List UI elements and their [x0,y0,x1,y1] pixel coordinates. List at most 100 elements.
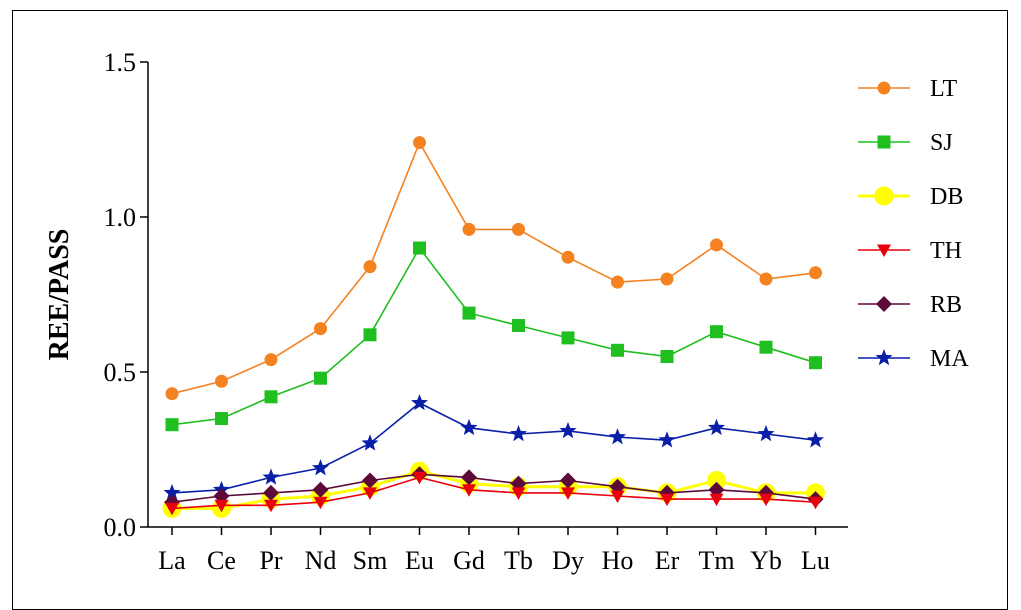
y-tick-label: 1.5 [104,48,137,77]
legend-entry-db: DB [858,184,963,210]
data-point-th [759,493,773,507]
x-tick-label: Pr [259,546,282,575]
data-point-sj [264,390,278,404]
data-point-lt [314,322,327,336]
legend-marker [874,186,894,206]
data-point-rb [461,469,477,486]
legend-entry-ma: MA [858,346,969,372]
series-line-rb [171,473,816,503]
legend-label: LT [930,76,957,102]
data-point-sj [611,343,624,357]
x-tick-label: Eu [405,546,434,575]
data-point-lt [561,250,575,264]
x-tick-label: Ho [602,546,634,575]
data-point-lt [413,136,426,150]
data-point-lt [462,222,476,236]
series-sj [165,241,822,432]
data-point-th [412,471,427,485]
data-point-sj [660,350,674,363]
data-point-sj [363,328,377,342]
legend-marker [877,81,891,95]
data-point-th [214,499,229,513]
series-line-th [171,476,816,510]
x-tick-label: Lu [801,546,830,575]
data-point-th [462,484,476,497]
data-point-th [808,496,823,510]
x-tick-label: Er [655,546,680,575]
series-lt [165,136,822,401]
data-point-sj [512,319,525,332]
data-point-ma [361,434,379,451]
data-point-lt [809,266,822,280]
data-point-sj [809,356,822,370]
y-axis-label: REE/PASS [44,229,75,361]
legend-marker [877,135,891,149]
data-point-lt [759,272,773,286]
data-point-sj [413,241,426,255]
x-tick-label: Ce [207,546,236,575]
legend-marker [875,349,893,366]
x-tick-label: Nd [305,546,337,575]
legend-entry-sj: SJ [858,130,953,156]
data-point-ma [410,394,429,411]
series-ma [163,394,825,501]
legend-label: TH [930,238,962,264]
x-tick-label: Dy [552,546,584,575]
legend-marker [877,244,891,257]
legend-entry-rb: RB [858,292,962,318]
data-point-lt [660,272,674,286]
legend-label: DB [930,184,963,210]
data-point-th [313,496,328,510]
data-point-ma [163,483,181,501]
data-point-rb [362,472,378,489]
data-point-sj [165,418,179,432]
data-point-th [165,502,179,516]
y-tick-label: 0.0 [104,513,137,542]
data-point-ma [608,428,627,445]
data-point-lt [264,353,278,367]
x-tick-label: Yb [750,546,782,575]
data-point-rb [560,472,576,489]
data-point-lt [611,275,624,289]
series-th [165,471,823,516]
data-point-lt [710,238,723,252]
ree-pass-line-chart: 0.0 0.5 1.0 1.5 La Ce Pr Nd Sm Eu Gd Tb Dy Ho Er Tm Yb Lu… [44,48,969,575]
data-point-ma [658,431,676,448]
data-point-lt [363,260,377,274]
data-point-sj [759,340,773,354]
data-point-sj [561,331,575,345]
legend-entry-th: TH [858,238,962,264]
data-point-sj [462,306,476,320]
data-point-rb [312,481,329,498]
x-tick-label: La [158,546,186,575]
series-line-sj [171,246,816,426]
data-point-ma [509,425,528,442]
data-point-lt [512,222,525,236]
x-tick-label: Tb [504,546,533,575]
data-point-ma [311,459,330,476]
data-point-sj [314,371,327,385]
legend-entry-lt: LT [858,76,957,102]
data-point-ma [559,421,577,439]
data-point-sj [710,325,723,339]
data-point-th [660,493,674,507]
data-point-th [363,487,377,500]
data-point-db [707,471,726,490]
x-tick-label: Sm [353,546,388,575]
data-point-th [610,490,625,503]
series-line-lt [171,140,816,395]
x-tick-label: Tm [698,546,734,575]
x-tick-label: Gd [453,546,485,575]
data-point-rb [263,484,279,501]
data-point-ma [262,468,280,485]
data-point-ma [806,431,825,448]
data-point-lt [215,374,228,388]
legend-label: SJ [930,130,953,156]
data-point-sj [215,412,228,425]
y-tick-label: 1.0 [104,203,137,232]
data-point-th [511,487,526,500]
legend-label: RB [930,292,962,318]
legend: LT SJ DB TH RB MA [858,76,969,372]
series-line-ma [171,402,816,494]
legend-marker [876,296,892,312]
